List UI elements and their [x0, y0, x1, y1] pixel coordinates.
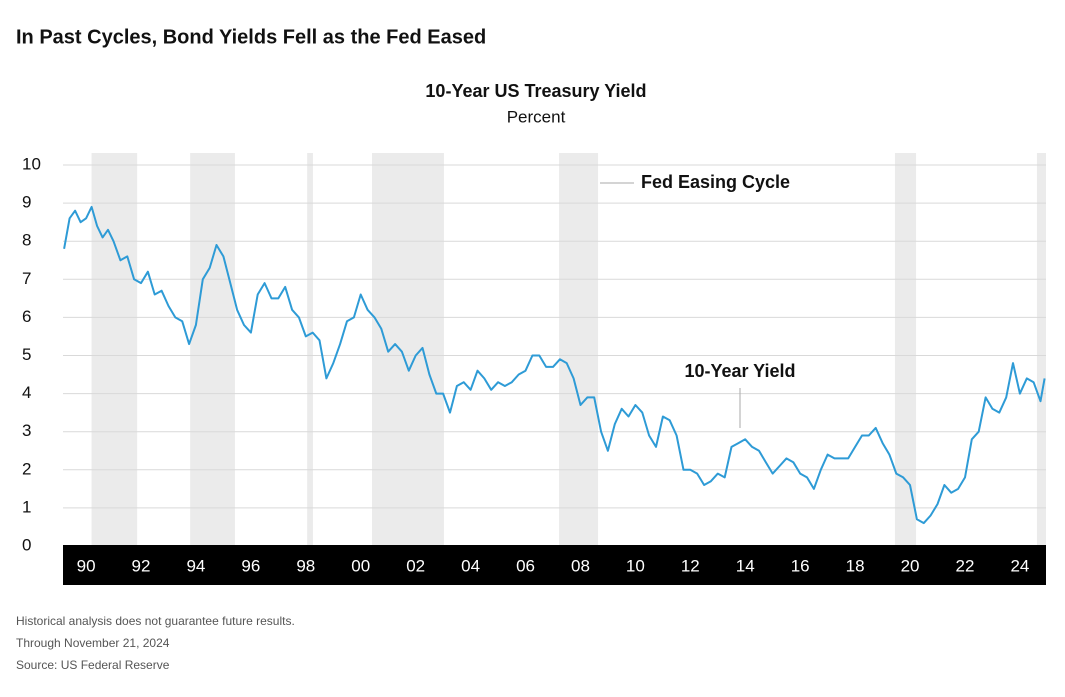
x-tick-label: 94 [186, 556, 205, 575]
yield-line [63, 205, 1046, 525]
plot-layer [63, 205, 1046, 525]
y-tick-label: 0 [22, 535, 31, 554]
x-tick-label: 02 [406, 556, 425, 575]
easing-region [91, 153, 138, 546]
easing-region [307, 153, 313, 546]
series-label: 10-Year Yield [684, 361, 795, 381]
x-tick-label: 22 [956, 556, 975, 575]
easing-region [1036, 153, 1046, 546]
y-tick-label: 8 [22, 231, 31, 250]
legend-label: Fed Easing Cycle [641, 172, 790, 192]
x-tick-label: 98 [296, 556, 315, 575]
x-tick-label: 20 [901, 556, 920, 575]
note: Through November 21, 2024 [16, 636, 170, 650]
easing-region [559, 153, 599, 546]
x-tick-label: 08 [571, 556, 590, 575]
y-tick-label: 9 [22, 193, 31, 212]
y-tick-label: 1 [22, 497, 31, 516]
y-tick-label: 10 [22, 154, 41, 173]
x-tick-label: 24 [1010, 556, 1029, 575]
x-tick-label: 90 [77, 556, 96, 575]
x-tick-label: 12 [681, 556, 700, 575]
page-heading: In Past Cycles, Bond Yields Fell as the … [16, 26, 486, 48]
y-tick-label: 7 [22, 269, 31, 288]
x-tick-label: 18 [846, 556, 865, 575]
shaded-layer [91, 153, 1046, 546]
grid-layer [63, 164, 1046, 547]
x-tick-label: 14 [736, 556, 755, 575]
x-tick-label: 06 [516, 556, 535, 575]
chart-subtitle: Percent [507, 107, 566, 126]
y-tick-label: 4 [22, 383, 31, 402]
easing-region [894, 153, 917, 546]
y-tick-label: 2 [22, 459, 31, 478]
x-tick-label: 92 [132, 556, 151, 575]
chart-title: 10-Year US Treasury Yield [425, 81, 646, 101]
x-axis-band [63, 545, 1046, 585]
note: Historical analysis does not guarantee f… [16, 614, 295, 628]
y-tick-label: 5 [22, 345, 31, 364]
x-tick-label: 04 [461, 556, 480, 575]
x-tick-label: 10 [626, 556, 645, 575]
easing-region [190, 153, 235, 546]
note: Source: US Federal Reserve [16, 658, 170, 672]
x-tick-label: 16 [791, 556, 810, 575]
x-tick-label: 96 [241, 556, 260, 575]
y-tick-label: 6 [22, 307, 31, 326]
easing-region [371, 153, 444, 546]
y-tick-label: 3 [22, 421, 31, 440]
x-tick-label: 00 [351, 556, 370, 575]
